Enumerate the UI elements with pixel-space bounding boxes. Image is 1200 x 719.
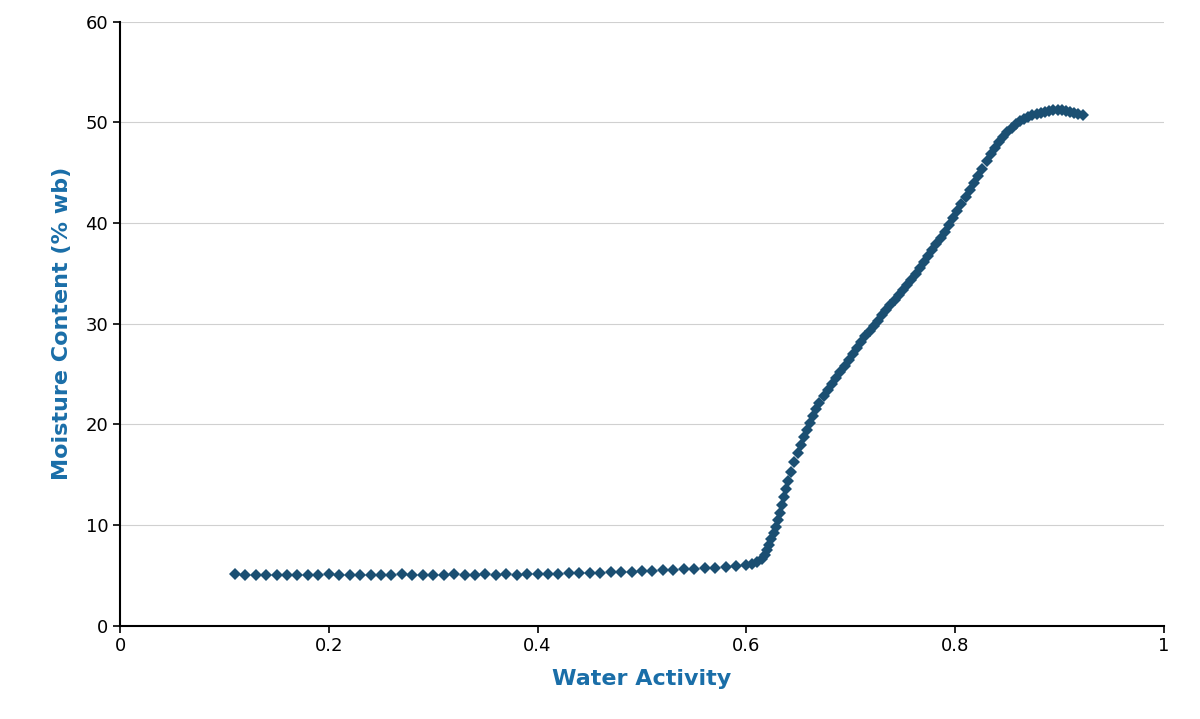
X-axis label: Water Activity: Water Activity <box>552 669 732 690</box>
Y-axis label: Moisture Content (% wb): Moisture Content (% wb) <box>52 167 72 480</box>
